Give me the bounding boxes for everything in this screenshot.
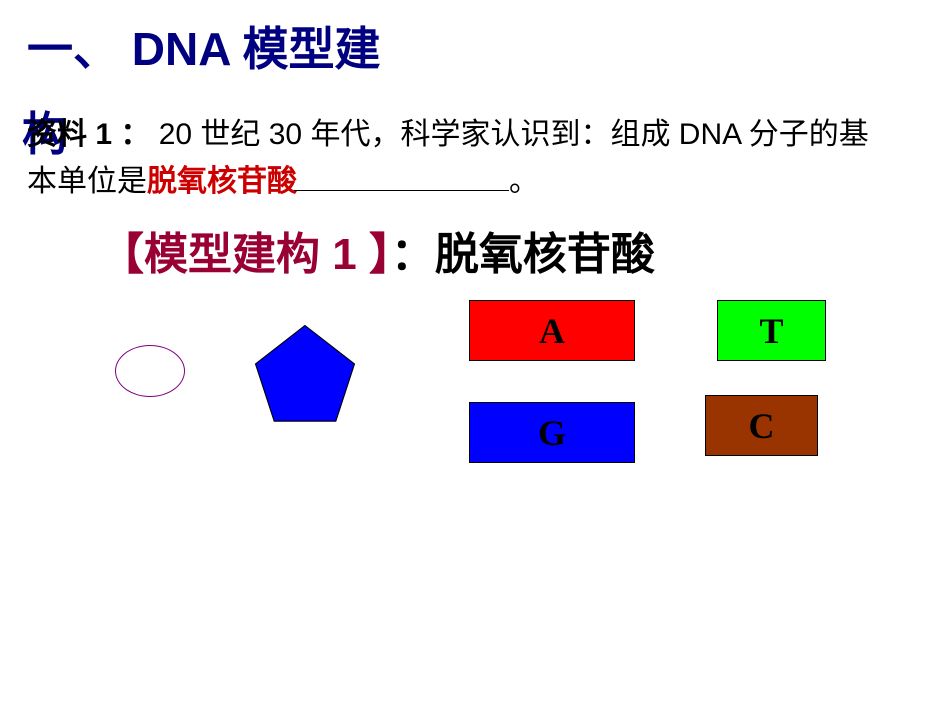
base-g-label: G	[538, 412, 566, 454]
base-g-box: G	[469, 402, 635, 463]
subtitle-colon: ：	[391, 230, 435, 279]
paragraph-end: 。	[509, 165, 539, 198]
sugar-pentagon-icon	[245, 320, 365, 430]
blank-underline	[294, 190, 509, 191]
base-t-box: T	[717, 300, 826, 361]
base-a-label: A	[539, 310, 565, 352]
bracket-label: 模型建构 1	[144, 230, 369, 279]
paragraph-answer: 脱氧核苷酸	[147, 165, 297, 198]
phosphate-ellipse-icon	[115, 345, 185, 397]
base-c-box: C	[705, 395, 818, 456]
paragraph-prefix: 资料 1 ：	[27, 118, 159, 151]
title-line1: 一、 DNA 模型建	[27, 23, 381, 75]
base-a-box: A	[469, 300, 635, 361]
subtitle: 【模型建构 1 】：脱氧核苷酸	[100, 218, 655, 282]
subtitle-content: 脱氧核苷酸	[435, 230, 655, 279]
bracket-close: 】	[369, 230, 391, 279]
base-c-label: C	[749, 405, 775, 447]
bracket-open: 【	[100, 230, 144, 279]
paragraph-body: 资料 1 ： 20 世纪 30 年代，科学家认识到：组成 DNA 分子的基本单位…	[27, 112, 897, 205]
base-t-label: T	[759, 310, 783, 352]
